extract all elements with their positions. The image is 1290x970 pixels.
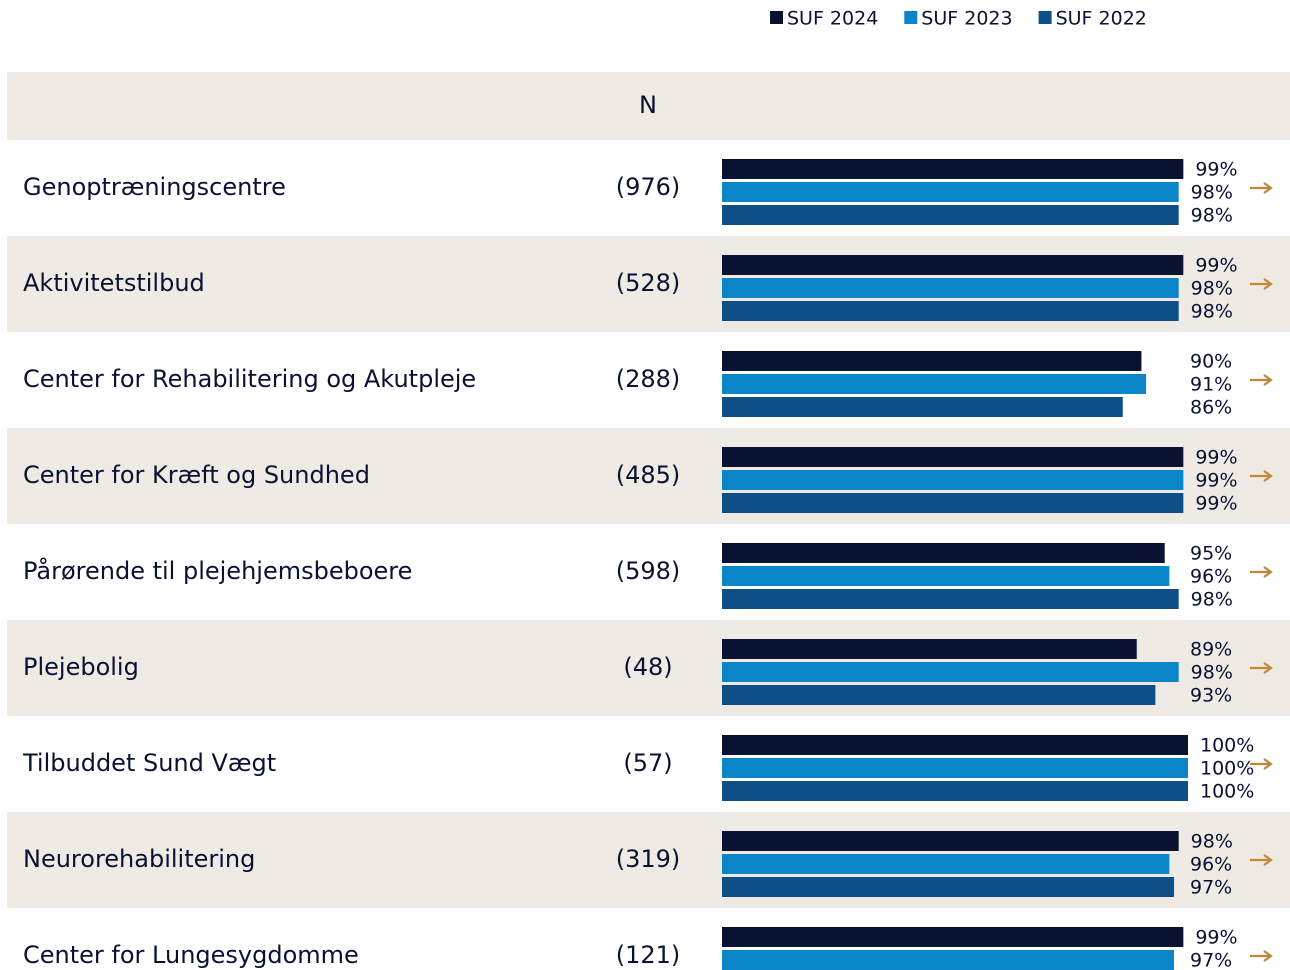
bar [722,735,1188,755]
category-label: Center for Rehabilitering og Akutpleje [23,365,476,393]
value-label: 99% [1195,159,1237,181]
legend-swatch [904,11,918,24]
value-label: 98% [1191,205,1233,227]
bar [722,854,1170,874]
legend-swatch [1038,11,1052,24]
n-label: (288) [616,365,681,393]
bar [722,589,1179,609]
legend-label: SUF 2023 [921,8,1012,30]
trend-arrow [1250,278,1273,290]
bar [722,543,1165,563]
legend-label: SUF 2024 [787,8,878,30]
trend-arrow [1250,854,1273,866]
n-label: (57) [623,749,672,777]
bar [722,182,1179,202]
category-label: Tilbuddet Sund Vægt [22,749,276,777]
bar [722,351,1142,371]
value-label: 98% [1191,589,1233,611]
bar [722,447,1184,467]
n-label: (121) [616,941,681,969]
bar [722,374,1147,394]
value-label: 100% [1200,758,1254,780]
trend-arrow [1250,950,1273,962]
value-label: 98% [1191,831,1233,853]
trend-arrow [1250,662,1273,674]
value-label: 99% [1195,927,1237,949]
value-label: 100% [1200,735,1254,757]
value-label: 97% [1190,950,1232,970]
header-band [7,72,1290,140]
bar [722,397,1123,417]
bar [722,278,1179,298]
category-label: Aktivitetstilbud [23,269,205,297]
n-label: (598) [616,557,681,585]
n-label: (48) [623,653,672,681]
bar [722,639,1137,659]
trend-arrow [1250,374,1273,386]
category-label: Pårørende til plejehjemsbeboere [23,556,412,585]
value-label: 98% [1191,662,1233,684]
value-label: 95% [1190,543,1232,565]
value-label: 99% [1195,493,1237,515]
bar [722,927,1184,947]
category-label: Genoptræningscentre [23,173,286,201]
n-label: (528) [616,269,681,297]
bar [722,781,1188,801]
category-label: Center for Lungesygdomme [23,941,359,969]
value-label: 98% [1191,182,1233,204]
value-label: 98% [1191,301,1233,323]
bar [722,301,1179,321]
legend-swatch [770,11,783,24]
value-label: 96% [1190,854,1232,876]
value-label: 86% [1190,397,1232,419]
legend-label: SUF 2022 [1056,8,1147,30]
bar [722,685,1156,705]
bar [722,159,1184,179]
bar [722,831,1179,851]
value-label: 99% [1195,255,1237,277]
bar [722,205,1179,225]
bar [722,566,1170,586]
value-label: 98% [1191,278,1233,300]
value-label: 89% [1190,639,1232,661]
value-label: 100% [1200,781,1254,803]
value-label: 93% [1190,685,1232,707]
value-label: 99% [1195,447,1237,469]
trend-arrow [1250,566,1273,578]
category-label: Plejebolig [23,653,139,681]
category-label: Center for Kræft og Sundhed [23,461,370,489]
value-label: 96% [1190,566,1232,588]
bar [722,255,1184,275]
value-label: 91% [1190,374,1232,396]
category-label: Neurorehabilitering [23,845,255,873]
n-label: (976) [616,173,681,201]
bar [722,758,1188,778]
bar [722,877,1175,897]
bar [722,950,1175,970]
value-label: 99% [1195,470,1237,492]
trend-arrow [1250,758,1273,770]
bar [722,662,1179,682]
trend-arrow [1250,182,1273,194]
n-label: (485) [616,461,681,489]
trend-arrow [1250,470,1273,482]
value-label: 97% [1190,877,1232,899]
value-label: 90% [1190,351,1232,373]
n-header: N [639,91,657,119]
n-label: (319) [616,845,681,873]
bar [722,493,1184,513]
bar [722,470,1184,490]
